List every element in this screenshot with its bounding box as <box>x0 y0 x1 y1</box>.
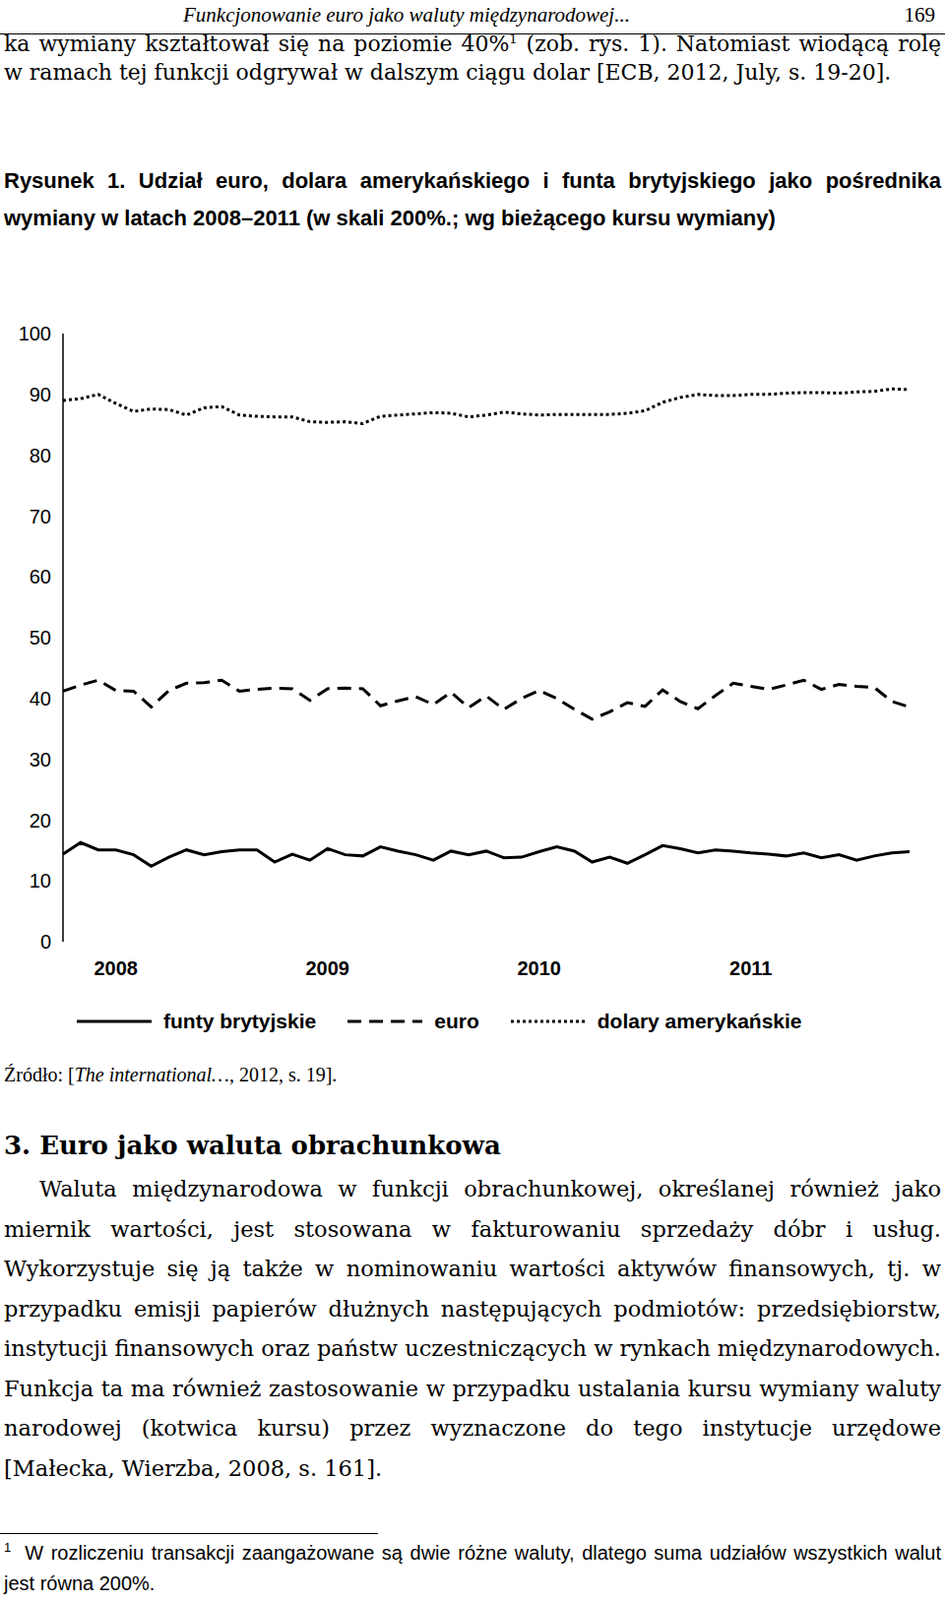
html-text:Funkcjonowanie euro jako walut: Funkcjonowanie euro jako waluty międzyna… <box>183 2 630 27</box>
svg-text:50: 50 <box>29 627 52 649</box>
svg-text:2011: 2011 <box>729 957 772 980</box>
html-text:Waluta międzynarodowa w funkcj: Waluta międzynarodowa w funkcji obrachun… <box>3 1176 942 1481</box>
svg-text:40: 40 <box>29 688 52 710</box>
svg-text:30: 30 <box>29 749 52 771</box>
svg-text:2009: 2009 <box>306 957 351 980</box>
html-text:Źródło: [The international…, 2: Źródło: [The international…, 2012, s. 19… <box>3 1064 337 1086</box>
html-text:W rozliczeniu transakcji zaang: W rozliczeniu transakcji zaangażowane są… <box>3 1542 942 1595</box>
svg-text:0: 0 <box>40 931 52 953</box>
html-text:1: 1 <box>3 1540 12 1556</box>
svg-text:100: 100 <box>18 322 52 345</box>
html-text:Rysunek 1. Udział euro, dolara: Rysunek 1. Udział euro, dolara amerykańs… <box>3 168 942 231</box>
svg-text:60: 60 <box>29 566 52 588</box>
svg-text:80: 80 <box>29 444 52 467</box>
html-text:dolary amerykańskie: dolary amerykańskie <box>597 1009 802 1033</box>
svg-text:70: 70 <box>29 505 52 528</box>
html-text:169: 169 <box>904 2 936 27</box>
html-text:euro: euro <box>434 1009 480 1033</box>
svg-text:20: 20 <box>29 810 52 832</box>
html-text:3. Euro jako waluta obrachunko: 3. Euro jako waluta obrachunkowa <box>3 1131 501 1161</box>
svg-text:10: 10 <box>29 870 52 892</box>
html-text:funty brytyjskie: funty brytyjskie <box>163 1009 317 1033</box>
html-text:ka wymiany kształtował się na: ka wymiany kształtował się na poziomie 4… <box>3 31 942 85</box>
svg-text:2008: 2008 <box>94 957 139 980</box>
svg-text:2010: 2010 <box>517 957 563 980</box>
svg-text:90: 90 <box>29 383 52 406</box>
